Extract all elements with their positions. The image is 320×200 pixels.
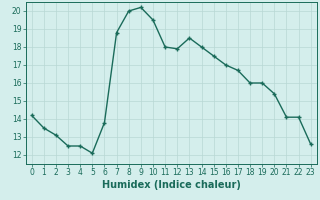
X-axis label: Humidex (Indice chaleur): Humidex (Indice chaleur): [102, 180, 241, 190]
